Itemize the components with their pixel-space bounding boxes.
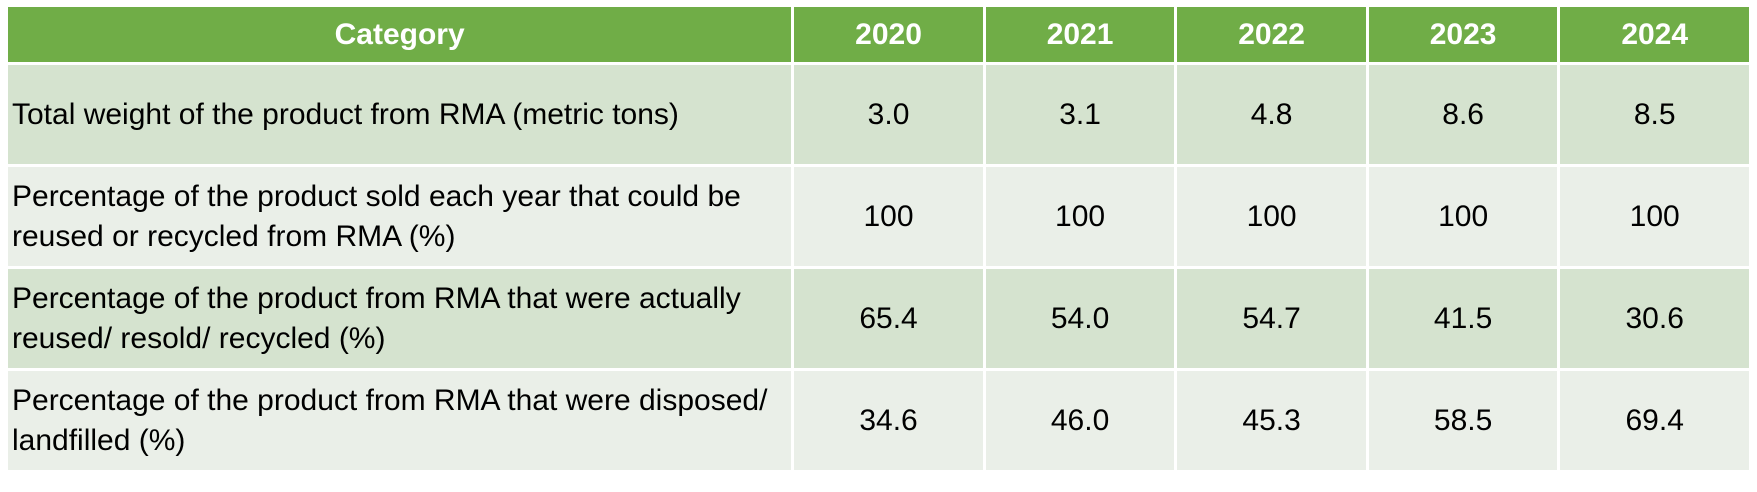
table-row: Percentage of the product from RMA that … (8, 371, 1749, 470)
row-label: Total weight of the product from RMA (me… (8, 65, 792, 164)
table-cell: 45.3 (1177, 371, 1366, 470)
table-cell: 3.1 (985, 65, 1175, 164)
table-cell: 30.6 (1560, 269, 1749, 368)
table-cell: 3.0 (794, 65, 983, 164)
table-cell: 100 (985, 167, 1175, 266)
rma-table-container: Category 2020 2021 2022 2023 2024 Total … (5, 4, 1752, 473)
table-cell: 46.0 (985, 371, 1175, 470)
row-label: Percentage of the product from RMA that … (8, 371, 792, 470)
column-header-2024: 2024 (1560, 7, 1749, 62)
table-cell: 100 (1177, 167, 1366, 266)
table-cell: 8.5 (1560, 65, 1749, 164)
table-cell: 8.6 (1368, 65, 1558, 164)
table-cell: 34.6 (794, 371, 983, 470)
row-label: Percentage of the product from RMA that … (8, 269, 792, 368)
table-cell: 100 (794, 167, 983, 266)
table-cell: 58.5 (1368, 371, 1558, 470)
table-row: Percentage of the product sold each year… (8, 167, 1749, 266)
table-cell: 41.5 (1368, 269, 1558, 368)
column-header-2020: 2020 (794, 7, 983, 62)
column-header-2023: 2023 (1368, 7, 1558, 62)
column-header-category: Category (8, 7, 792, 62)
table-cell: 4.8 (1177, 65, 1366, 164)
table-cell: 54.0 (985, 269, 1175, 368)
table-cell: 69.4 (1560, 371, 1749, 470)
table-cell: 100 (1368, 167, 1558, 266)
row-label: Percentage of the product sold each year… (8, 167, 792, 266)
table-row: Percentage of the product from RMA that … (8, 269, 1749, 368)
table-cell: 65.4 (794, 269, 983, 368)
table-cell: 100 (1560, 167, 1749, 266)
table-header-row: Category 2020 2021 2022 2023 2024 (8, 7, 1749, 62)
rma-data-table: Category 2020 2021 2022 2023 2024 Total … (5, 4, 1752, 473)
table-row: Total weight of the product from RMA (me… (8, 65, 1749, 164)
column-header-2021: 2021 (985, 7, 1175, 62)
column-header-2022: 2022 (1177, 7, 1366, 62)
table-cell: 54.7 (1177, 269, 1366, 368)
